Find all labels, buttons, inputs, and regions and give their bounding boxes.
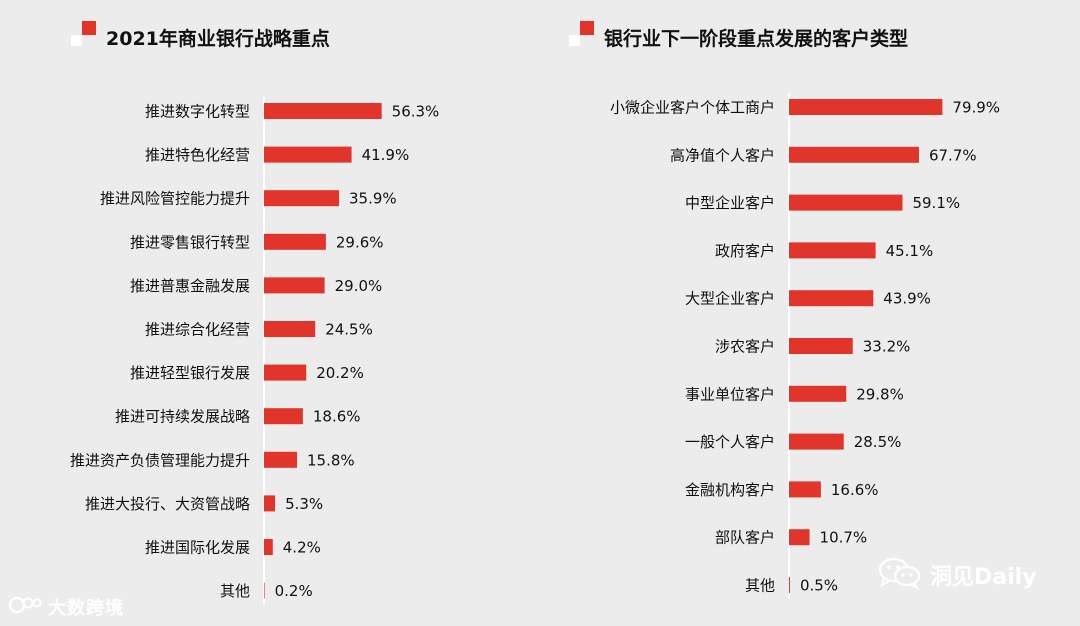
value-label: 4.2% bbox=[283, 539, 321, 557]
category-label: 推进零售银行转型 bbox=[130, 233, 250, 251]
left-chart-title: 2021年商业银行战略重点 bbox=[106, 28, 330, 50]
value-label: 33.2% bbox=[863, 338, 911, 356]
white-square bbox=[569, 35, 580, 46]
category-label: 事业单位客户 bbox=[685, 385, 775, 403]
bar bbox=[789, 481, 821, 498]
bar bbox=[264, 364, 307, 381]
bar bbox=[264, 321, 316, 337]
watermark-left-text: 大数跨境 bbox=[48, 598, 124, 619]
value-label: 59.1% bbox=[912, 194, 960, 212]
bar bbox=[264, 451, 298, 468]
red-square bbox=[580, 21, 594, 35]
bar bbox=[789, 99, 943, 115]
value-label: 35.9% bbox=[349, 190, 397, 208]
value-label: 0.5% bbox=[800, 577, 838, 595]
category-label: 部队客户 bbox=[715, 529, 775, 547]
value-label: 29.8% bbox=[856, 385, 904, 403]
red-square bbox=[82, 21, 96, 35]
right-bar-chart: 小微企业客户个体工商户 79.9% 高净值个人客户 67.7% 中型企业客户 59.1% 政… bbox=[610, 93, 1000, 599]
bar bbox=[789, 577, 790, 593]
category-label: 涉农客户 bbox=[715, 338, 775, 356]
title-squares-icon bbox=[566, 20, 596, 50]
white-square bbox=[71, 35, 82, 46]
category-label: 中型企业客户 bbox=[685, 194, 775, 212]
value-label: 0.2% bbox=[275, 582, 313, 600]
title-squares-icon bbox=[68, 20, 98, 50]
value-label: 15.8% bbox=[307, 451, 355, 469]
category-label: 金融机构客户 bbox=[685, 481, 775, 499]
value-label: 24.5% bbox=[325, 321, 373, 339]
value-label: 5.3% bbox=[285, 495, 323, 513]
category-label: 推进综合化经营 bbox=[145, 321, 250, 339]
bar bbox=[264, 408, 303, 425]
bar bbox=[789, 385, 847, 402]
category-label: 高净值个人客户 bbox=[670, 146, 775, 164]
category-label: 推进普惠金融发展 bbox=[130, 277, 250, 295]
bar bbox=[789, 529, 810, 546]
value-label: 18.6% bbox=[313, 408, 361, 426]
bar bbox=[264, 190, 340, 207]
category-label: 推进国际化发展 bbox=[145, 539, 250, 557]
bar bbox=[789, 338, 853, 354]
category-label: 推进资产负债管理能力提升 bbox=[70, 451, 250, 469]
category-label: 政府客户 bbox=[715, 242, 775, 260]
category-label: 大型企业客户 bbox=[685, 290, 775, 308]
value-label: 20.2% bbox=[316, 364, 364, 382]
category-label: 推进特色化经营 bbox=[145, 146, 250, 164]
bar bbox=[264, 103, 382, 119]
bar bbox=[264, 146, 352, 163]
value-label: 43.9% bbox=[883, 290, 931, 308]
right-chart-title: 银行业下一阶段重点发展的客户类型 bbox=[604, 28, 909, 50]
value-label: 67.7% bbox=[929, 146, 977, 164]
bar bbox=[789, 290, 874, 307]
category-label: 推进大投行、大资管战略 bbox=[85, 495, 250, 513]
value-label: 16.6% bbox=[831, 481, 879, 499]
category-label: 推进轻型银行发展 bbox=[130, 364, 250, 382]
category-label: 推进可持续发展战略 bbox=[115, 408, 250, 426]
bar bbox=[264, 539, 273, 555]
category-label: 其他 bbox=[220, 582, 250, 600]
category-label: 其他 bbox=[745, 577, 775, 595]
value-label: 28.5% bbox=[854, 433, 902, 451]
value-label: 10.7% bbox=[820, 529, 868, 547]
category-label: 小微企业客户个体工商户 bbox=[610, 99, 775, 117]
category-label: 推进数字化转型 bbox=[145, 103, 250, 121]
value-label: 79.9% bbox=[952, 99, 1000, 117]
bar bbox=[789, 433, 844, 450]
bar bbox=[789, 194, 903, 211]
left-bar-chart: 推进数字化转型 56.3% 推进特色化经营 41.9% 推进风险管控能力提升 35.9% 推… bbox=[70, 97, 440, 605]
value-label: 45.1% bbox=[886, 242, 934, 260]
bar bbox=[789, 146, 919, 163]
value-label: 29.0% bbox=[335, 277, 383, 295]
value-label: 56.3% bbox=[392, 103, 440, 121]
bar bbox=[264, 277, 325, 294]
category-label: 一般个人客户 bbox=[685, 433, 775, 451]
watermark-right-text: 洞见Daily bbox=[930, 565, 1037, 590]
bar bbox=[264, 582, 265, 599]
category-label: 推进风险管控能力提升 bbox=[100, 190, 250, 208]
bar bbox=[264, 495, 276, 512]
logo-icon bbox=[8, 594, 42, 620]
right-chart-panel: 银行业下一阶段重点发展的客户类型 小微企业客户个体工商户 79.9% 高净值个人客户… bbox=[540, 0, 1080, 626]
wechat-icon bbox=[878, 556, 922, 594]
watermark-right: 洞见Daily bbox=[878, 556, 1037, 594]
bar bbox=[264, 233, 326, 250]
watermark-left: 大数跨境 bbox=[8, 594, 124, 620]
bar bbox=[789, 242, 876, 259]
value-label: 41.9% bbox=[362, 146, 410, 164]
left-chart-panel: 2021年商业银行战略重点 推进数字化转型 56.3% 推进特色化经营 41.9% 推进… bbox=[68, 20, 440, 605]
value-label: 29.6% bbox=[336, 233, 384, 251]
